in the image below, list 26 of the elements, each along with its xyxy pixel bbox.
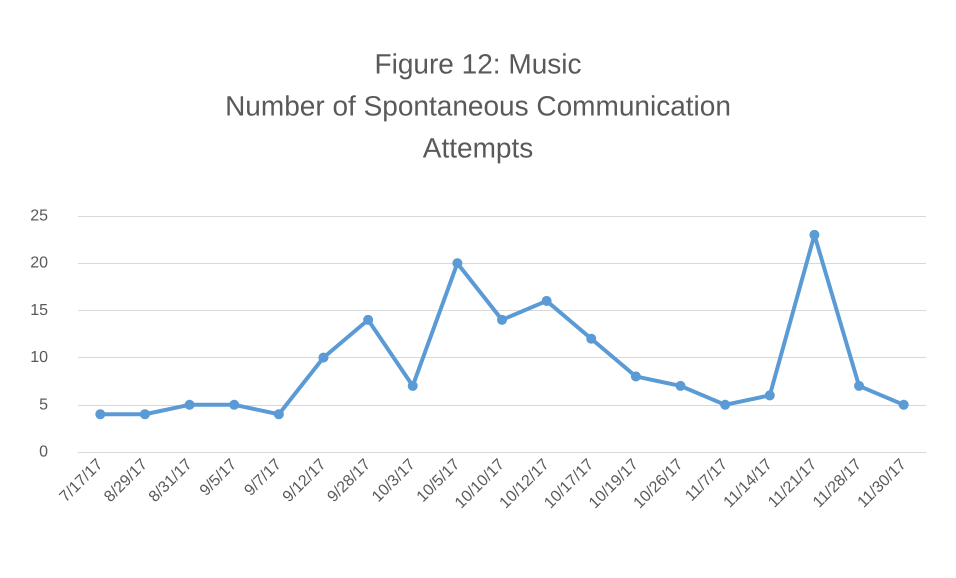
chart-title: Figure 12: Music Number of Spontaneous Communication Attempts <box>225 48 731 164</box>
y-tick-label: 25 <box>30 208 48 224</box>
y-tick-label: 5 <box>39 396 48 414</box>
point <box>720 400 730 410</box>
point <box>408 380 418 391</box>
y-tick-label: 10 <box>30 349 48 366</box>
y-tick-label: 20 <box>30 254 48 272</box>
point <box>95 409 106 420</box>
point <box>542 296 552 306</box>
point <box>630 371 641 382</box>
point <box>586 334 596 344</box>
point <box>318 352 328 363</box>
point <box>676 380 686 391</box>
point <box>898 400 909 410</box>
point <box>229 400 240 410</box>
point <box>809 230 820 240</box>
y-tick-label: 0 <box>39 444 48 460</box>
point <box>140 409 150 420</box>
point <box>452 258 462 268</box>
point <box>497 314 507 325</box>
point <box>274 409 284 420</box>
point <box>854 380 864 391</box>
point <box>363 314 374 325</box>
point <box>764 390 775 400</box>
point <box>184 400 195 410</box>
y-tick-label: 15 <box>30 302 48 319</box>
